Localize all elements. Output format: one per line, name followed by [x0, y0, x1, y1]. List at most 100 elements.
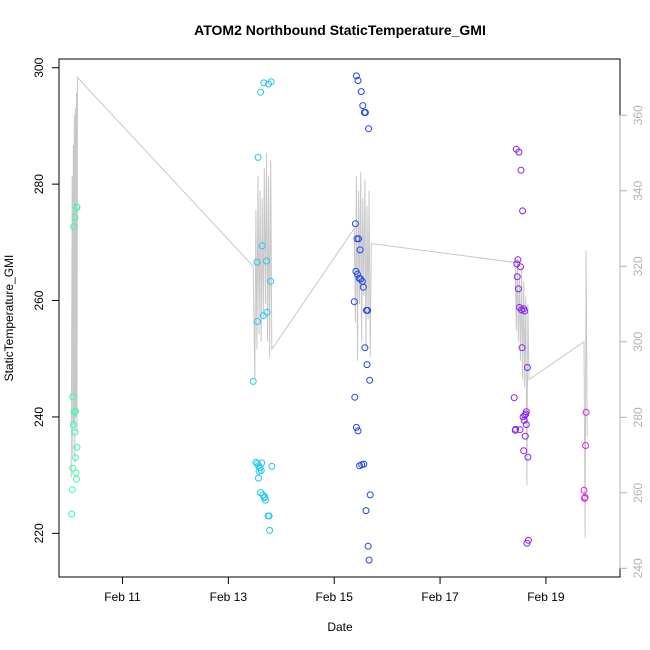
data-point	[350, 298, 358, 306]
y2-tick-label: 320	[631, 256, 645, 276]
data-point	[71, 407, 79, 415]
x-tick-label: Feb 11	[104, 590, 141, 604]
data-point	[69, 421, 77, 428]
data-point	[521, 411, 529, 419]
y-tick-label: 280	[32, 174, 46, 194]
data-point	[361, 109, 369, 116]
data-point	[71, 213, 79, 221]
data-point	[70, 408, 78, 416]
data-point	[258, 242, 266, 250]
data-point	[249, 377, 257, 385]
data-point	[523, 364, 531, 371]
data-point	[517, 166, 525, 174]
data-point	[356, 246, 364, 254]
data-point	[513, 273, 521, 281]
data-point	[254, 153, 262, 161]
data-point	[263, 308, 271, 316]
data-point	[69, 393, 77, 401]
y2-tick-label: 300	[631, 331, 645, 351]
line-series	[70, 76, 588, 539]
data-point	[257, 489, 265, 497]
data-point	[360, 460, 368, 468]
data-point	[255, 474, 262, 482]
data-point	[359, 283, 367, 291]
data-point	[514, 256, 522, 264]
data-point	[366, 491, 374, 499]
data-point	[524, 536, 532, 544]
data-point	[357, 88, 365, 96]
data-point	[71, 454, 79, 462]
data-point	[510, 394, 518, 402]
data-point	[354, 427, 362, 435]
x-tick-label: Feb 15	[316, 590, 354, 604]
data-point	[73, 475, 80, 483]
data-point	[351, 220, 359, 228]
data-point	[517, 263, 524, 271]
data-point	[521, 307, 529, 315]
data-point	[580, 486, 588, 494]
data-point	[267, 78, 275, 86]
data-point	[254, 318, 261, 325]
data-point	[71, 428, 79, 436]
data-point	[363, 361, 371, 369]
data-point	[365, 556, 373, 564]
data-point	[268, 462, 276, 470]
data-point	[73, 203, 81, 211]
data-point	[261, 493, 269, 501]
data-point	[255, 462, 262, 470]
y2-tick-label: 240	[631, 558, 645, 578]
y2-tick-label: 280	[631, 407, 645, 427]
y-tick-label: 240	[32, 407, 46, 427]
data-point	[362, 507, 370, 515]
data-point	[68, 510, 76, 518]
data-point	[70, 223, 78, 231]
data-point	[267, 277, 275, 285]
data-point	[522, 408, 530, 416]
y2-tick-label: 360	[631, 105, 645, 125]
data-point	[519, 207, 527, 215]
x-axis-label: Date	[327, 620, 353, 634]
y-axis-label: StaticTemperature_GMI	[2, 255, 16, 382]
x-axis: Feb 11 Feb 13 Feb 15 Feb 17 Feb 19	[104, 576, 565, 604]
data-point	[265, 512, 273, 520]
data-point	[364, 542, 372, 550]
data-point	[582, 408, 590, 416]
data-point	[366, 376, 374, 384]
data-point	[355, 235, 363, 243]
data-point	[516, 426, 524, 434]
data-point	[352, 72, 360, 80]
data-point	[73, 443, 81, 451]
y2-tick-label: 260	[631, 482, 645, 502]
data-point	[260, 79, 268, 87]
data-point	[581, 493, 589, 501]
x-tick-label: Feb 17	[421, 590, 459, 604]
data-point	[512, 425, 520, 433]
data-point	[261, 496, 269, 504]
y-axis: 220 240 260 280 300	[32, 57, 60, 543]
data-point	[520, 416, 528, 424]
chart-title: ATOM2 Northbound StaticTemperature_GMI	[194, 22, 486, 38]
plot-frame	[58, 58, 621, 578]
data-point	[354, 270, 361, 278]
y2-tick-label: 340	[631, 180, 645, 200]
y2-axis: 240 260 280 300 320 340 360	[619, 105, 645, 578]
data-point	[72, 469, 80, 477]
data-point	[515, 304, 523, 311]
line-series-path	[70, 76, 588, 539]
data-point	[521, 432, 529, 440]
data-point	[266, 526, 274, 534]
data-point	[361, 344, 369, 352]
data-point	[253, 258, 261, 266]
data-point	[524, 453, 532, 461]
data-point	[365, 125, 373, 133]
y-tick-label: 220	[32, 523, 46, 543]
data-point	[68, 486, 76, 494]
x-tick-label: Feb 13	[210, 590, 248, 604]
data-point	[520, 447, 528, 455]
data-point	[518, 344, 526, 352]
data-point	[522, 421, 530, 428]
data-point	[352, 423, 360, 431]
data-point	[514, 285, 522, 293]
data-point	[257, 88, 265, 96]
